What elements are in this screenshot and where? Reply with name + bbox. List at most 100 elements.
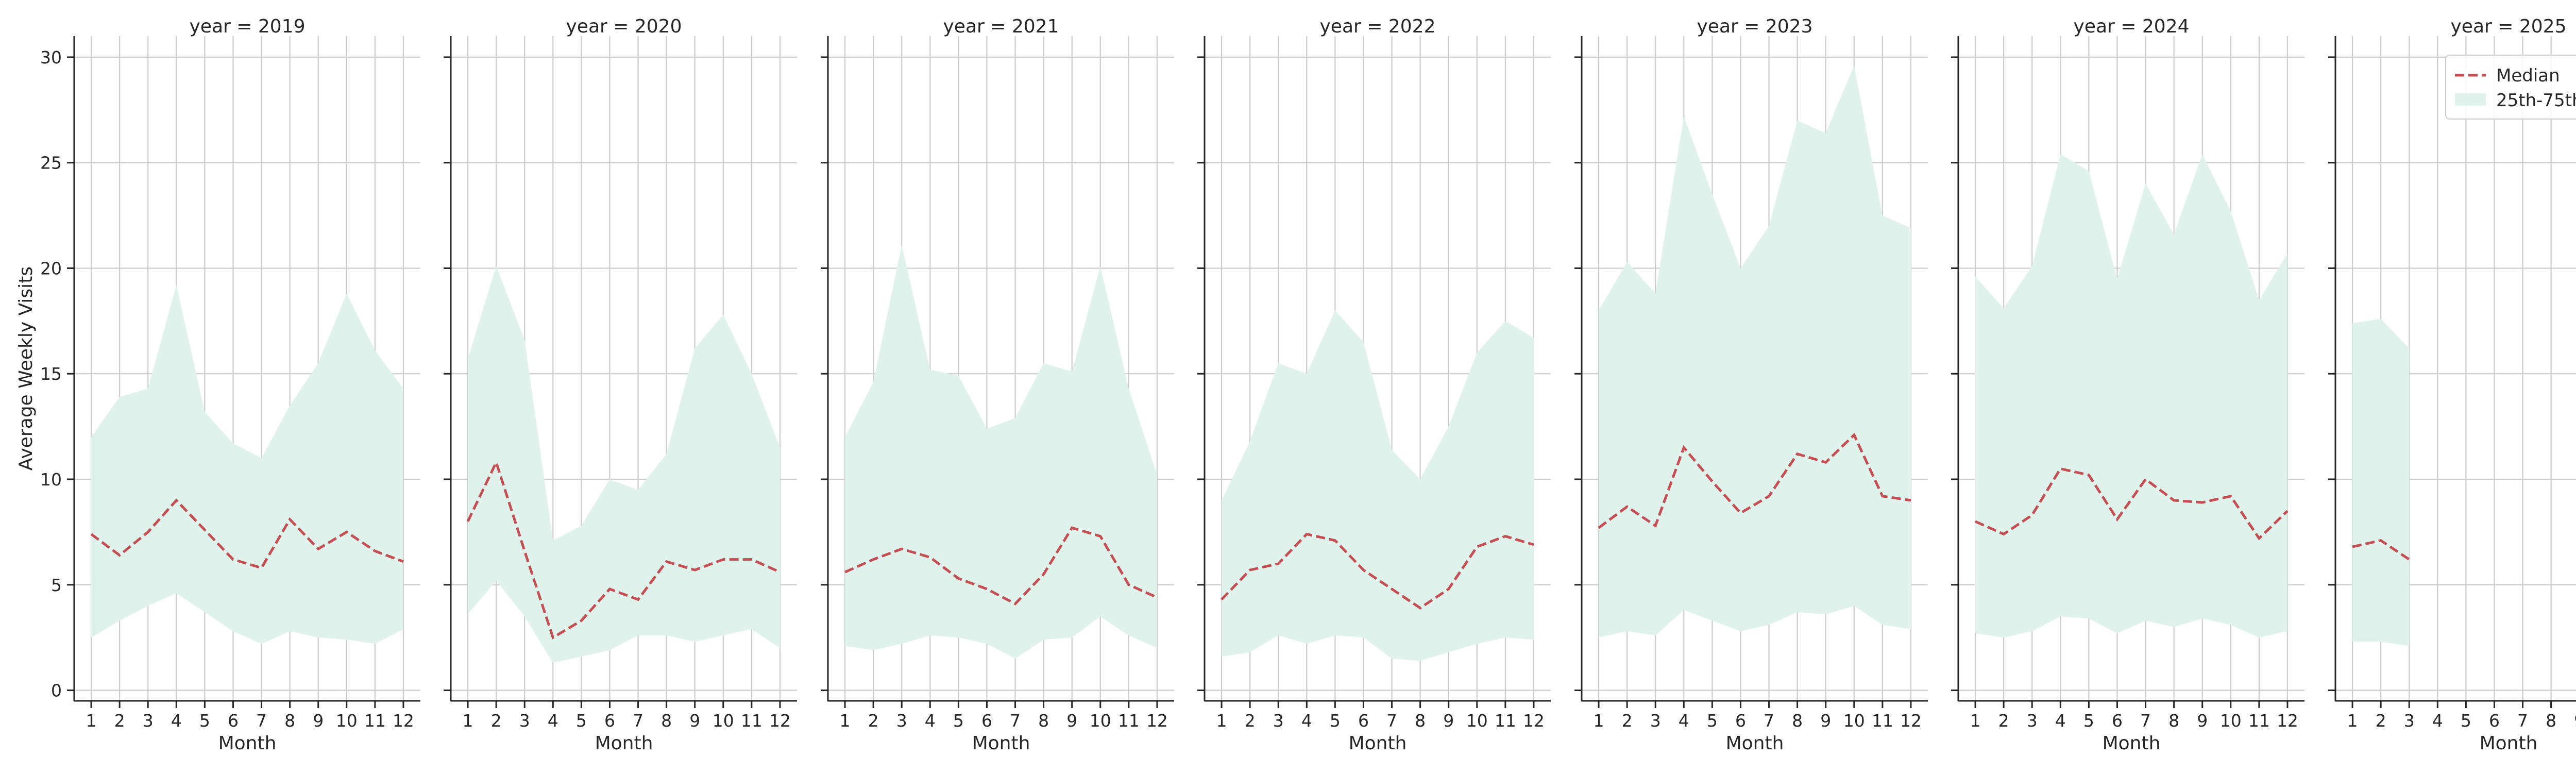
x-tick-label: 11 (2248, 711, 2270, 731)
percentile-band (1599, 65, 1911, 638)
x-tick-label: 7 (1764, 711, 1774, 731)
y-tick-label: 15 (40, 364, 62, 384)
x-tick-label: 9 (689, 711, 700, 731)
x-tick-label: 6 (2489, 711, 2500, 731)
percentile-band (468, 266, 780, 663)
x-tick-label: 12 (769, 711, 791, 731)
x-tick-label: 1 (86, 711, 97, 731)
y-tick-label: 20 (40, 258, 62, 278)
x-tick-label: 2 (114, 711, 125, 731)
panel-title: year = 2024 (2074, 16, 2190, 37)
legend: Median 25th-75th Percentile (2445, 55, 2576, 120)
x-tick-label: 8 (284, 711, 295, 731)
median-line (1598, 432, 1911, 529)
x-tick-label: 3 (519, 711, 530, 731)
x-tick-label: 11 (741, 711, 762, 731)
x-tick-label: 11 (1495, 711, 1516, 731)
x-tick-label: 5 (1330, 711, 1341, 731)
x-tick-label: 6 (1358, 711, 1369, 731)
x-tick-label: 5 (1707, 711, 1718, 731)
x-tick-label: 9 (1820, 711, 1831, 731)
x-tick-label: 4 (548, 711, 558, 731)
y-axis-title: Average Weekly Visits (15, 266, 37, 470)
x-tick-label: 1 (463, 711, 473, 731)
x-tick-label: 8 (1415, 711, 1426, 731)
x-tick-label: 9 (313, 711, 324, 731)
x-tick-label: 6 (228, 711, 239, 731)
x-tick-label: 7 (1386, 711, 1397, 731)
x-tick-label: 6 (1735, 711, 1746, 731)
x-tick-label: 3 (143, 711, 154, 731)
x-tick-label: 1 (1216, 711, 1227, 731)
x-tick-label: 8 (1038, 711, 1049, 731)
x-tick-label: 1 (1594, 711, 1604, 731)
x-tick-label: 10 (336, 711, 358, 731)
percentile-band (1975, 154, 2287, 638)
x-tick-label: 8 (2168, 711, 2179, 731)
x-axis-title: Month (218, 733, 277, 754)
x-axis-title: Month (972, 733, 1030, 754)
x-tick-label: 2 (868, 711, 879, 731)
panel-title: year = 2023 (1697, 16, 1813, 37)
median-line (466, 459, 781, 640)
x-tick-label: 9 (2197, 711, 2208, 731)
y-tick-label: 25 (40, 153, 62, 173)
x-tick-label: 12 (1523, 711, 1545, 731)
x-tick-label: 7 (2517, 711, 2528, 731)
x-tick-label: 7 (1010, 711, 1021, 731)
x-tick-label: 1 (1970, 711, 1981, 731)
x-tick-label: 9 (1443, 711, 1454, 731)
x-tick-label: 2 (1998, 711, 2009, 731)
x-tick-label: 3 (1650, 711, 1661, 731)
panel-title: year = 2021 (943, 16, 1059, 37)
y-tick-label: 10 (40, 469, 62, 490)
x-tick-label: 4 (171, 711, 182, 731)
x-tick-label: 12 (393, 711, 414, 731)
x-tick-label: 9 (2574, 711, 2576, 731)
x-tick-label: 2 (1622, 711, 1633, 731)
x-tick-label: 8 (2546, 711, 2556, 731)
x-tick-label: 5 (2083, 711, 2094, 731)
x-tick-label: 1 (840, 711, 851, 731)
panel-title: year = 2020 (566, 16, 682, 37)
x-tick-label: 5 (2461, 711, 2471, 731)
x-tick-label: 6 (981, 711, 992, 731)
percentile-band (845, 245, 1157, 659)
percentile-band (1222, 310, 1534, 661)
x-tick-label: 10 (1843, 711, 1865, 731)
legend-median-label: Median (2496, 65, 2560, 86)
x-tick-label: 8 (1792, 711, 1803, 731)
x-axis-title: Month (1726, 733, 1784, 754)
x-axis-title: Month (2103, 733, 2161, 754)
x-tick-label: 5 (199, 711, 210, 731)
x-tick-label: 8 (661, 711, 672, 731)
x-tick-label: 11 (1872, 711, 1893, 731)
legend-band-label: 25th-75th Percentile (2496, 90, 2576, 111)
percentile-band (91, 285, 403, 644)
x-axis-title: Month (1349, 733, 1407, 754)
median-line (90, 498, 404, 569)
x-tick-label: 10 (713, 711, 734, 731)
x-tick-label: 7 (2140, 711, 2151, 731)
x-tick-label: 7 (633, 711, 643, 731)
x-tick-label: 2 (1245, 711, 1256, 731)
x-tick-label: 1 (2347, 711, 2358, 731)
median-line (844, 526, 1158, 606)
x-tick-label: 6 (604, 711, 615, 731)
x-tick-label: 4 (1301, 711, 1312, 731)
x-tick-label: 12 (1900, 711, 1922, 731)
y-tick-label: 5 (51, 575, 62, 595)
median-line (2352, 539, 2410, 561)
x-tick-label: 10 (2220, 711, 2242, 731)
x-tick-label: 4 (2432, 711, 2443, 731)
percentile-band (2352, 318, 2410, 646)
x-tick-label: 5 (953, 711, 964, 731)
x-tick-label: 4 (2055, 711, 2066, 731)
